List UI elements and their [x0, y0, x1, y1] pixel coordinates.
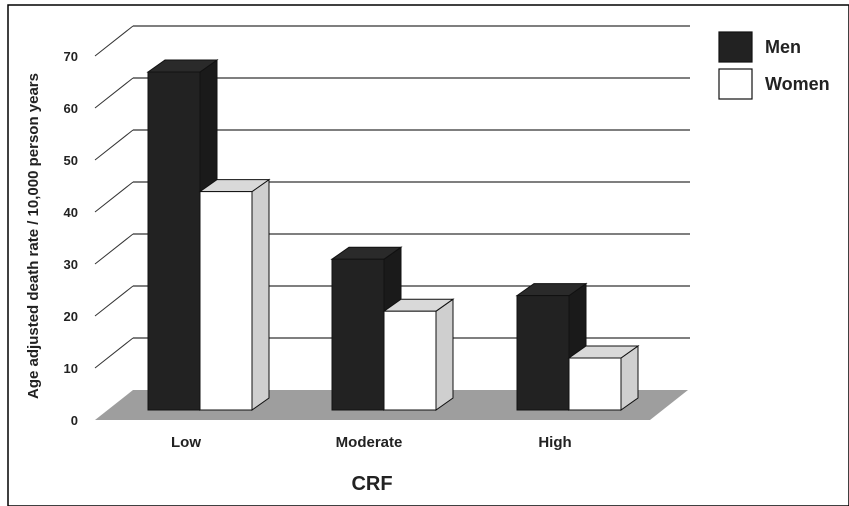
bar-side-women	[435, 298, 454, 411]
bar-side-women	[251, 178, 270, 411]
x-tick-label: High	[538, 434, 571, 451]
bar-men	[147, 71, 201, 411]
y-tick-label: 60	[64, 101, 78, 116]
y-tick-label: 40	[64, 205, 78, 220]
grid-line-diagonal	[94, 77, 134, 109]
bar-men	[331, 258, 385, 411]
bar-women	[383, 310, 437, 411]
y-axis-label: Age adjusted death rate / 10,000 person …	[25, 73, 42, 399]
grid-line-diagonal	[94, 337, 134, 369]
legend-label-men: Men	[765, 37, 801, 57]
grid-line-diagonal	[94, 25, 134, 57]
bar-men	[516, 295, 570, 411]
legend-label-women: Women	[765, 74, 830, 94]
x-tick-label: Low	[171, 434, 201, 451]
y-tick-label: 10	[64, 361, 78, 376]
legend-swatch-men	[718, 31, 753, 63]
grid-line-diagonal	[94, 181, 134, 213]
grid-line-diagonal	[94, 233, 134, 265]
x-axis-label: CRF	[351, 473, 392, 495]
x-tick-label: Moderate	[336, 434, 403, 451]
y-tick-label: 20	[64, 309, 78, 324]
bar-women	[568, 357, 622, 411]
grid-line-diagonal	[94, 285, 134, 317]
y-tick-label: 0	[71, 413, 78, 428]
y-tick-label: 70	[64, 49, 78, 64]
legend-swatch-women	[718, 68, 753, 100]
bar-women	[199, 191, 253, 411]
chart-border	[7, 4, 849, 506]
grid-line-diagonal	[94, 129, 134, 161]
y-tick-label: 30	[64, 257, 78, 272]
y-tick-label: 50	[64, 153, 78, 168]
